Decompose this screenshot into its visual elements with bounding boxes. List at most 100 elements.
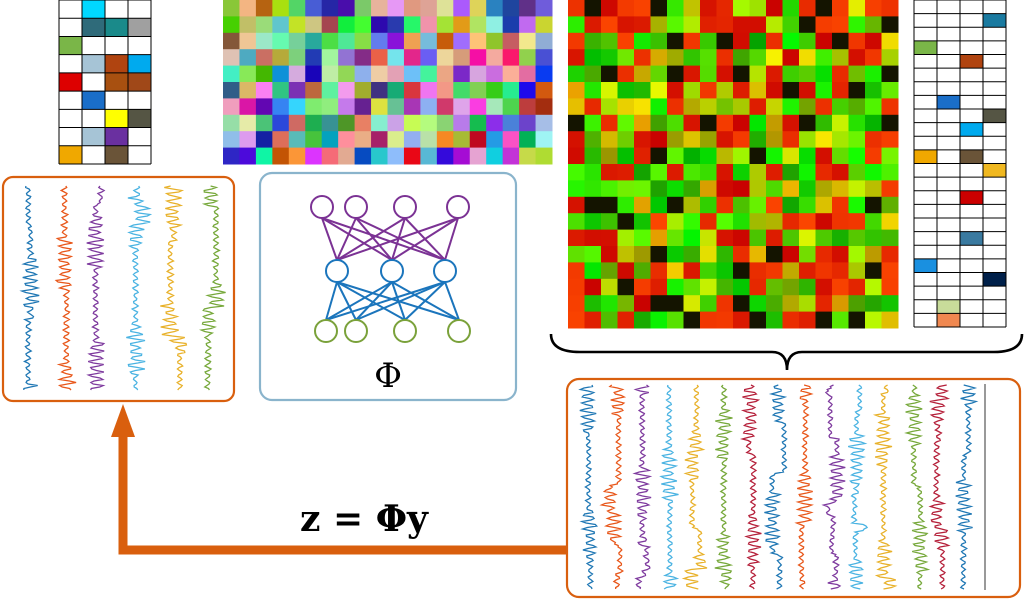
heatmap-cell (881, 246, 899, 263)
heatmap-cell (650, 246, 668, 263)
heatmap-cell (601, 131, 618, 149)
matrix-cell (321, 147, 339, 165)
heatmap-cell (815, 262, 833, 280)
heatmap-cell (865, 196, 882, 214)
heatmap-cell (832, 65, 849, 83)
heatmap-cell (617, 262, 635, 280)
heatmap-cell (799, 16, 816, 34)
heatmap-cell (848, 295, 866, 313)
grid-cell (914, 149, 937, 164)
heatmap-cell (683, 65, 701, 83)
heatmap-cell (733, 246, 750, 263)
heatmap-cell (683, 49, 701, 67)
matrix-cell (223, 82, 240, 99)
matrix-cell (486, 0, 504, 17)
heatmap-cell (617, 65, 635, 83)
heatmap-cell (716, 246, 734, 263)
matrix-cell (436, 98, 454, 116)
heatmap-cell (700, 164, 717, 181)
heatmap-cell (716, 16, 734, 34)
heatmap-cell (782, 196, 800, 214)
matrix-cell (502, 16, 520, 34)
heatmap-cell (815, 164, 833, 181)
heatmap-cell (716, 131, 734, 149)
matrix-cell (535, 131, 553, 149)
heatmap-cell (584, 262, 602, 280)
heatmap-cell (749, 164, 767, 181)
heatmap-cell (584, 16, 602, 34)
grid-cell (59, 36, 82, 55)
heatmap-cell (782, 131, 800, 149)
matrix-cell (305, 114, 323, 132)
heatmap-cell (667, 98, 684, 116)
heatmap-cell (634, 213, 651, 231)
heatmap-cell (782, 180, 800, 198)
grid-cell (128, 18, 151, 37)
heatmap-cell (568, 0, 585, 17)
heatmap-cell (601, 147, 618, 165)
heatmap-cell (848, 196, 866, 214)
red-green-heatmap (568, 0, 899, 329)
matrix-cell (502, 114, 520, 132)
matrix-cell (354, 65, 372, 83)
matrix-cell (502, 32, 520, 50)
input-node (393, 319, 417, 343)
heatmap-cell (617, 196, 635, 214)
heatmap-cell (865, 278, 882, 296)
matrix-cell (239, 82, 257, 99)
heatmap-cell (716, 213, 734, 231)
grid-cell (960, 190, 983, 205)
edge-input-hidden (336, 281, 460, 321)
grid-cell (105, 145, 128, 164)
heatmap-cell (601, 295, 618, 313)
heatmap-cell (799, 295, 816, 313)
heatmap-cell (568, 98, 585, 116)
heatmap-cell (865, 213, 882, 231)
matrix-cell (420, 114, 438, 132)
matrix-cell (420, 98, 438, 116)
matrix-cell (469, 65, 487, 83)
heatmap-cell (617, 98, 635, 116)
heatmap-cell (617, 32, 635, 50)
heatmap-cell (733, 180, 750, 198)
heatmap-cell (617, 246, 635, 263)
heatmap-cell (683, 246, 701, 263)
heatmap-cell (700, 180, 717, 198)
matrix-cell (255, 0, 273, 17)
heatmap-cell (650, 0, 668, 17)
matrix-cell (519, 131, 537, 149)
grid-cell (59, 72, 82, 92)
heatmap-cell (716, 229, 734, 247)
matrix-cell (223, 98, 240, 116)
matrix-cell (239, 0, 257, 17)
grid-cell (105, 54, 128, 73)
heatmap-cell (766, 262, 783, 280)
heatmap-cell (865, 65, 882, 83)
heatmap-cell (650, 98, 668, 116)
matrix-cell (403, 49, 421, 67)
heatmap-cell (700, 246, 717, 263)
heatmap-cell (667, 229, 684, 247)
matrix-cell (453, 49, 471, 67)
matrix-cell (338, 82, 356, 99)
heatmap-cell (568, 278, 585, 296)
heatmap-cell (667, 131, 684, 149)
heatmap-cell (634, 0, 651, 17)
heatmap-cell (716, 311, 734, 329)
heatmap-cell (601, 114, 618, 132)
heatmap-cell (865, 82, 882, 99)
grid-cell (983, 13, 1006, 28)
heatmap-cell (865, 229, 882, 247)
matrix-cell (305, 131, 323, 149)
heatmap-cell (700, 295, 717, 313)
grid-cell (983, 109, 1006, 123)
matrix-cell (354, 32, 372, 50)
heatmap-cell (782, 246, 800, 263)
up-arrow-icon (111, 404, 567, 555)
heatmap-cell (584, 196, 602, 214)
heatmap-cell (766, 82, 783, 99)
matrix-cell (403, 82, 421, 99)
heatmap-cell (799, 114, 816, 132)
heatmap-cell (733, 196, 750, 214)
heatmap-cell (766, 180, 783, 198)
